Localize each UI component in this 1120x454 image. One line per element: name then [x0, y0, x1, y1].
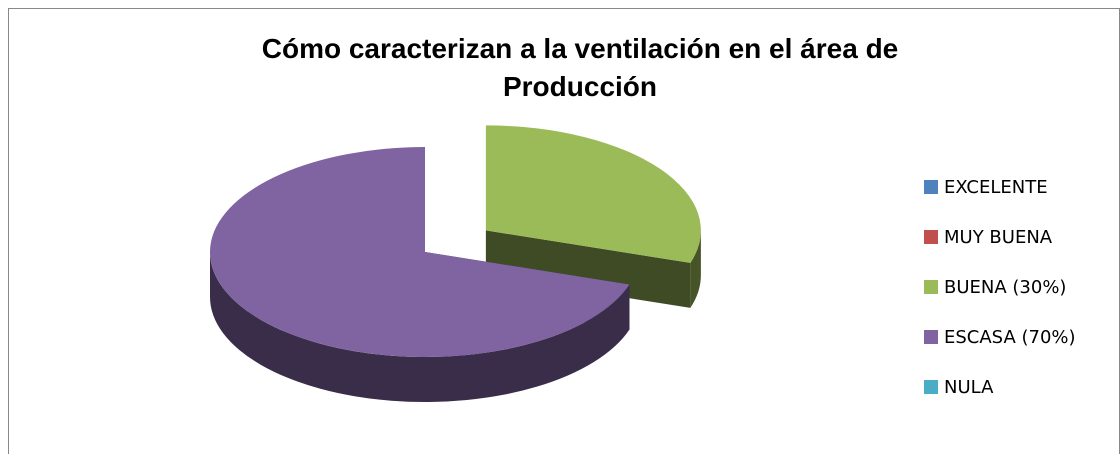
legend-swatch [924, 330, 938, 344]
slice-side [690, 230, 701, 308]
pie-slice [485, 125, 701, 263]
chart-title: Cómo caracterizan a la ventilación en el… [261, 33, 899, 102]
slice-side [209, 252, 630, 403]
legend-swatch [924, 180, 938, 194]
slice-wall [485, 230, 691, 308]
legend-label: ESCASA (70%) [944, 327, 1076, 348]
legend-swatch [924, 280, 938, 294]
legend-label: EXCELENTE [944, 177, 1048, 198]
legend-label: BUENA (30%) [944, 277, 1066, 298]
legend-swatch [924, 230, 938, 244]
legend-swatch [924, 380, 938, 394]
legend-label: MUY BUENA [944, 227, 1053, 248]
pie-slice [210, 147, 630, 357]
legend-label: NULA [944, 377, 994, 398]
